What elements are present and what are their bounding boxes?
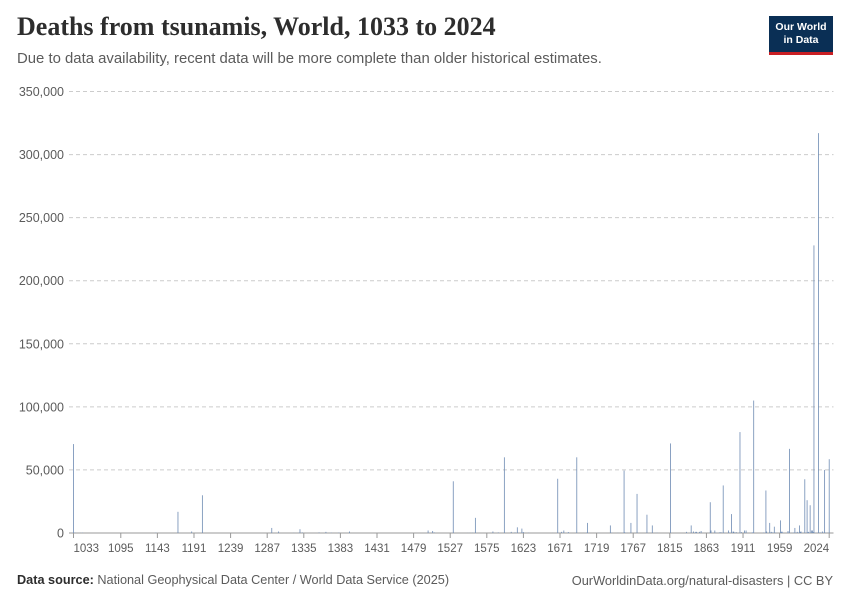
svg-text:1911: 1911 — [731, 543, 756, 555]
svg-text:200,000: 200,000 — [19, 274, 64, 288]
svg-text:1033: 1033 — [74, 543, 100, 555]
svg-text:1863: 1863 — [694, 543, 720, 555]
svg-text:1671: 1671 — [547, 543, 573, 555]
svg-text:1479: 1479 — [401, 543, 427, 555]
svg-text:1623: 1623 — [511, 543, 537, 555]
svg-text:100,000: 100,000 — [19, 400, 64, 414]
svg-text:1527: 1527 — [437, 543, 463, 555]
svg-text:1431: 1431 — [364, 543, 390, 555]
svg-text:1575: 1575 — [474, 543, 500, 555]
svg-text:1191: 1191 — [182, 543, 207, 555]
svg-text:50,000: 50,000 — [26, 463, 64, 477]
svg-text:1143: 1143 — [145, 543, 170, 555]
svg-text:300,000: 300,000 — [19, 148, 64, 162]
svg-text:1815: 1815 — [657, 543, 683, 555]
svg-text:350,000: 350,000 — [19, 85, 64, 99]
svg-text:150,000: 150,000 — [19, 337, 64, 351]
svg-text:1959: 1959 — [767, 543, 793, 555]
svg-text:1287: 1287 — [254, 543, 280, 555]
svg-text:250,000: 250,000 — [19, 211, 64, 225]
svg-text:0: 0 — [57, 527, 64, 541]
svg-text:1239: 1239 — [218, 543, 244, 555]
svg-text:2024: 2024 — [804, 543, 830, 555]
svg-text:1095: 1095 — [108, 543, 134, 555]
svg-text:1383: 1383 — [328, 543, 354, 555]
svg-text:1719: 1719 — [584, 543, 610, 555]
svg-text:1767: 1767 — [620, 543, 646, 555]
svg-text:1335: 1335 — [291, 543, 317, 555]
